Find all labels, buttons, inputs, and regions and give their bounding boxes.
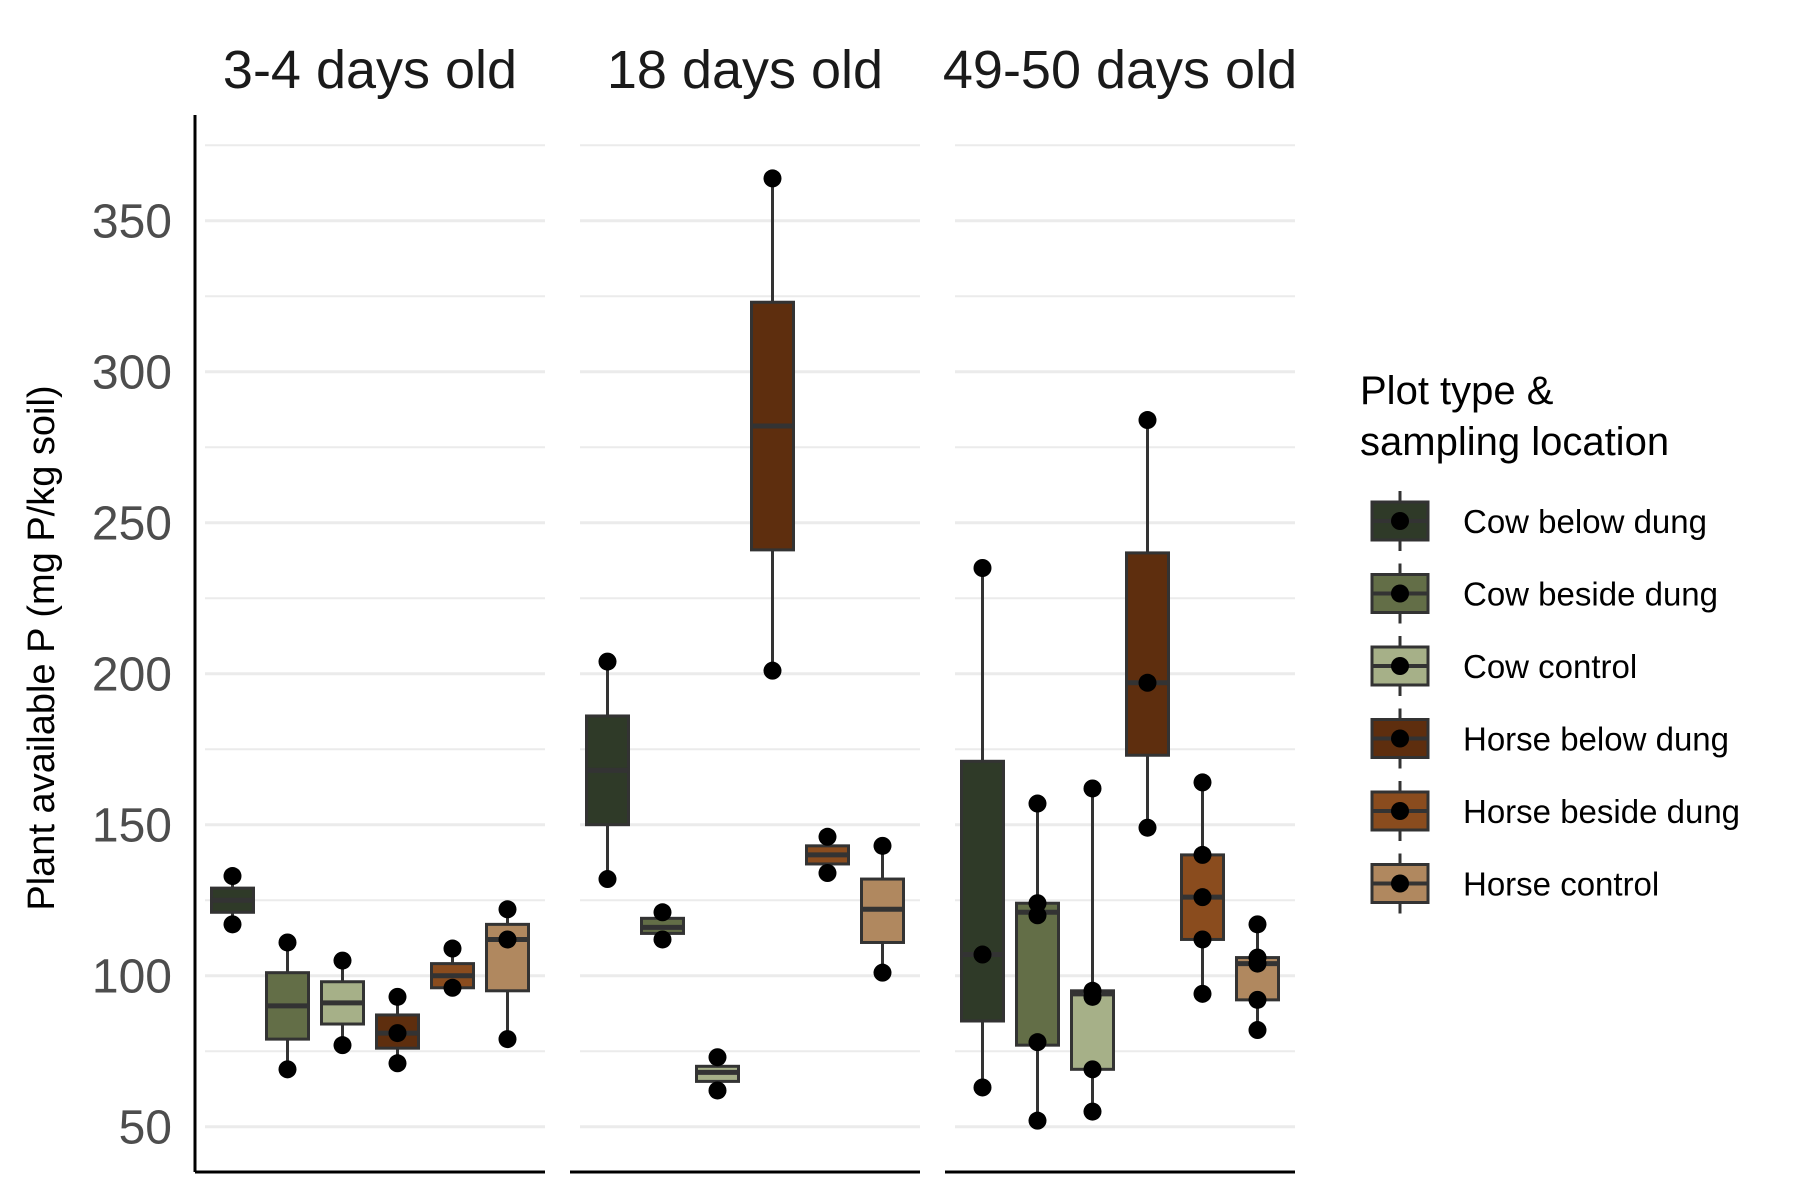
- point-1-2-1: [708, 1081, 727, 1100]
- point-2-1-4: [1028, 1111, 1047, 1130]
- point-2-3-2: [1138, 818, 1157, 837]
- point-2-0-0: [973, 559, 992, 577]
- point-2-5-3: [1248, 990, 1267, 1009]
- y-tick-labels: 50 100 150 200 250 300 350: [92, 196, 172, 1155]
- point-0-3-2: [388, 1054, 407, 1073]
- point-1-4-1: [818, 864, 837, 883]
- point-2-4-0: [1193, 773, 1212, 792]
- point-0-4-0: [443, 939, 462, 958]
- legend-label-5: Horse control: [1463, 866, 1659, 903]
- point-0-3-1: [388, 1024, 407, 1043]
- point-0-1-0: [278, 933, 297, 952]
- box-2-0: [960, 759, 1005, 1023]
- point-0-5-1: [498, 930, 517, 949]
- facet-title-2: 49-50 days old: [943, 40, 1297, 100]
- y-tick-label-150: 150: [92, 800, 172, 853]
- point-0-5-0: [498, 900, 517, 919]
- point-2-0-1: [973, 945, 992, 964]
- point-2-5-0: [1248, 915, 1267, 934]
- point-0-0-0: [223, 867, 242, 886]
- legend-key-point-1: [1391, 584, 1409, 603]
- point-1-0-1: [598, 870, 617, 889]
- facet-title-1: 18 days old: [607, 40, 883, 100]
- facet-title-0: 3-4 days old: [223, 40, 517, 100]
- point-2-5-2: [1248, 954, 1267, 973]
- point-2-1-0: [1028, 794, 1047, 813]
- box-2-1: [1015, 901, 1060, 1047]
- legend-title-line-2: sampling location: [1360, 420, 1669, 464]
- point-2-5-4: [1248, 1021, 1267, 1040]
- y-axis-title: Plant available P (mg P/kg soil): [21, 385, 63, 910]
- point-0-1-1: [278, 1060, 297, 1079]
- legend-label-3: Horse below dung: [1463, 721, 1729, 758]
- box-2-3: [1125, 551, 1170, 757]
- point-1-3-1: [763, 661, 782, 680]
- y-tick-label-100: 100: [92, 951, 172, 1004]
- point-2-3-0: [1138, 411, 1157, 430]
- point-1-5-0: [873, 836, 892, 855]
- point-1-3-0: [763, 169, 782, 188]
- y-tick-label-300: 300: [92, 347, 172, 400]
- point-0-3-0: [388, 987, 407, 1006]
- legend-title-line-1: Plot type &: [1360, 369, 1554, 413]
- point-0-2-0: [333, 951, 352, 970]
- point-0-4-1: [443, 978, 462, 997]
- legend-label-4: Horse beside dung: [1463, 793, 1740, 830]
- legend-key-point-5: [1391, 874, 1409, 893]
- legend-key-point-3: [1391, 729, 1409, 748]
- legend-key-point-2: [1391, 657, 1409, 675]
- point-1-1-1: [653, 930, 672, 949]
- point-1-2-0: [708, 1048, 727, 1067]
- point-2-2-0: [1083, 779, 1102, 798]
- point-2-2-3: [1083, 1060, 1102, 1079]
- point-2-3-1: [1138, 673, 1157, 692]
- point-2-4-2: [1193, 888, 1212, 907]
- legend-label-2: Cow control: [1463, 648, 1637, 685]
- point-2-0-2: [973, 1078, 992, 1097]
- legend-key-point-4: [1391, 802, 1409, 820]
- point-2-4-4: [1193, 984, 1212, 1003]
- box-0-5: [485, 922, 530, 993]
- data-points: [223, 169, 1267, 1130]
- point-0-5-2: [498, 1030, 517, 1049]
- point-2-1-3: [1028, 1033, 1047, 1052]
- point-2-2-2: [1083, 987, 1102, 1006]
- y-tick-label-250: 250: [92, 498, 172, 551]
- legend-key-point-0: [1391, 512, 1409, 530]
- point-2-2-4: [1083, 1102, 1102, 1121]
- point-1-4-0: [818, 827, 837, 846]
- boxes: [210, 178, 1280, 1121]
- point-1-1-0: [653, 903, 672, 922]
- y-tick-label-200: 200: [92, 649, 172, 702]
- point-2-4-3: [1193, 930, 1212, 949]
- point-0-0-1: [223, 915, 242, 934]
- point-2-4-1: [1193, 845, 1212, 864]
- legend-items: Cow below dung Cow beside dung Cow control…: [1370, 491, 1740, 914]
- axes: [193, 115, 1295, 1174]
- point-1-5-1: [873, 963, 892, 982]
- legend-label-1: Cow beside dung: [1463, 576, 1718, 613]
- point-0-2-1: [333, 1036, 352, 1055]
- legend-label-0: Cow below dung: [1463, 503, 1707, 540]
- y-tick-label-350: 350: [92, 196, 172, 249]
- legend: Plot type & sampling location Cow below …: [1360, 369, 1740, 914]
- point-2-1-2: [1028, 906, 1047, 925]
- y-tick-label-50: 50: [119, 1102, 172, 1155]
- facet-titles: 3-4 days old 18 days old 49-50 days old: [223, 40, 1297, 100]
- point-1-0-0: [598, 652, 617, 671]
